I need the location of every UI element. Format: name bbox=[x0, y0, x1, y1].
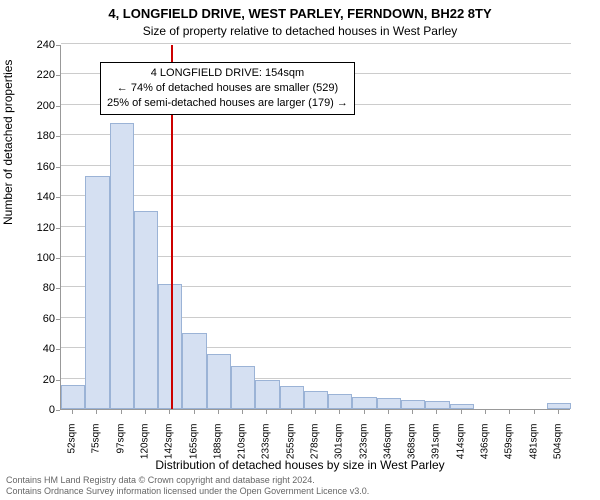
histogram-bar bbox=[255, 380, 279, 409]
histogram-bar bbox=[450, 404, 474, 409]
x-tick-mark bbox=[242, 410, 243, 414]
histogram-bar bbox=[110, 123, 134, 409]
x-tick-mark bbox=[339, 410, 340, 414]
x-tick-mark bbox=[436, 410, 437, 414]
x-tick-mark bbox=[291, 410, 292, 414]
y-tick-label: 0 bbox=[15, 404, 55, 416]
y-tick-mark bbox=[56, 106, 60, 107]
histogram-bar bbox=[85, 176, 109, 409]
histogram-bar bbox=[401, 400, 425, 409]
chart-title-sub: Size of property relative to detached ho… bbox=[0, 24, 600, 38]
y-tick-mark bbox=[56, 228, 60, 229]
x-tick-mark bbox=[364, 410, 365, 414]
annotation-line: ← 74% of detached houses are smaller (52… bbox=[107, 81, 348, 96]
histogram-bar bbox=[352, 397, 376, 409]
y-tick-label: 140 bbox=[15, 191, 55, 203]
y-tick-mark bbox=[56, 380, 60, 381]
histogram-bar bbox=[231, 366, 255, 409]
x-tick-mark bbox=[145, 410, 146, 414]
y-tick-mark bbox=[56, 258, 60, 259]
histogram-bar bbox=[61, 385, 85, 409]
histogram-bar bbox=[377, 398, 401, 409]
x-tick-mark bbox=[266, 410, 267, 414]
x-tick-mark bbox=[169, 410, 170, 414]
y-tick-mark bbox=[56, 136, 60, 137]
y-tick-label: 160 bbox=[15, 161, 55, 173]
y-tick-mark bbox=[56, 410, 60, 411]
histogram-bar bbox=[328, 394, 352, 409]
footer-attribution: Contains HM Land Registry data © Crown c… bbox=[6, 475, 369, 498]
x-tick-mark bbox=[96, 410, 97, 414]
x-tick-mark bbox=[412, 410, 413, 414]
x-tick-mark bbox=[121, 410, 122, 414]
y-tick-mark bbox=[56, 197, 60, 198]
gridline bbox=[61, 165, 571, 166]
annotation-line: 25% of semi-detached houses are larger (… bbox=[107, 96, 348, 111]
y-tick-mark bbox=[56, 45, 60, 46]
histogram-bar bbox=[182, 333, 206, 409]
x-tick-mark bbox=[485, 410, 486, 414]
histogram-bar bbox=[304, 391, 328, 409]
histogram-bar bbox=[134, 211, 158, 409]
x-tick-mark bbox=[558, 410, 559, 414]
annotation-line: 4 LONGFIELD DRIVE: 154sqm bbox=[107, 66, 348, 81]
annotation-box: 4 LONGFIELD DRIVE: 154sqm← 74% of detach… bbox=[100, 62, 355, 115]
y-tick-mark bbox=[56, 349, 60, 350]
x-tick-mark bbox=[194, 410, 195, 414]
y-tick-mark bbox=[56, 75, 60, 76]
x-tick-mark bbox=[315, 410, 316, 414]
x-axis-label: Distribution of detached houses by size … bbox=[0, 458, 600, 472]
x-tick-mark bbox=[509, 410, 510, 414]
y-tick-mark bbox=[56, 319, 60, 320]
y-tick-mark bbox=[56, 288, 60, 289]
gridline bbox=[61, 195, 571, 196]
histogram-bar bbox=[207, 354, 231, 409]
histogram-chart: 4, LONGFIELD DRIVE, WEST PARLEY, FERNDOW… bbox=[0, 0, 600, 500]
footer-line-1: Contains HM Land Registry data © Crown c… bbox=[6, 475, 369, 486]
chart-title-main: 4, LONGFIELD DRIVE, WEST PARLEY, FERNDOW… bbox=[0, 6, 600, 21]
y-tick-label: 40 bbox=[15, 343, 55, 355]
y-tick-label: 100 bbox=[15, 252, 55, 264]
x-tick-mark bbox=[461, 410, 462, 414]
gridline bbox=[61, 134, 571, 135]
histogram-bar bbox=[425, 401, 449, 409]
y-tick-label: 220 bbox=[15, 69, 55, 81]
gridline bbox=[61, 43, 571, 44]
x-tick-mark bbox=[72, 410, 73, 414]
y-tick-label: 60 bbox=[15, 313, 55, 325]
x-tick-mark bbox=[218, 410, 219, 414]
footer-line-2: Contains Ordnance Survey information lic… bbox=[6, 486, 369, 497]
y-axis-label: Number of detached properties bbox=[1, 60, 15, 225]
y-tick-label: 120 bbox=[15, 222, 55, 234]
y-tick-label: 200 bbox=[15, 100, 55, 112]
y-tick-label: 20 bbox=[15, 374, 55, 386]
histogram-bar bbox=[280, 386, 304, 409]
x-tick-mark bbox=[534, 410, 535, 414]
x-tick-mark bbox=[388, 410, 389, 414]
y-tick-label: 80 bbox=[15, 282, 55, 294]
y-tick-label: 240 bbox=[15, 39, 55, 51]
histogram-bar bbox=[547, 403, 571, 409]
y-tick-mark bbox=[56, 167, 60, 168]
y-tick-label: 180 bbox=[15, 130, 55, 142]
